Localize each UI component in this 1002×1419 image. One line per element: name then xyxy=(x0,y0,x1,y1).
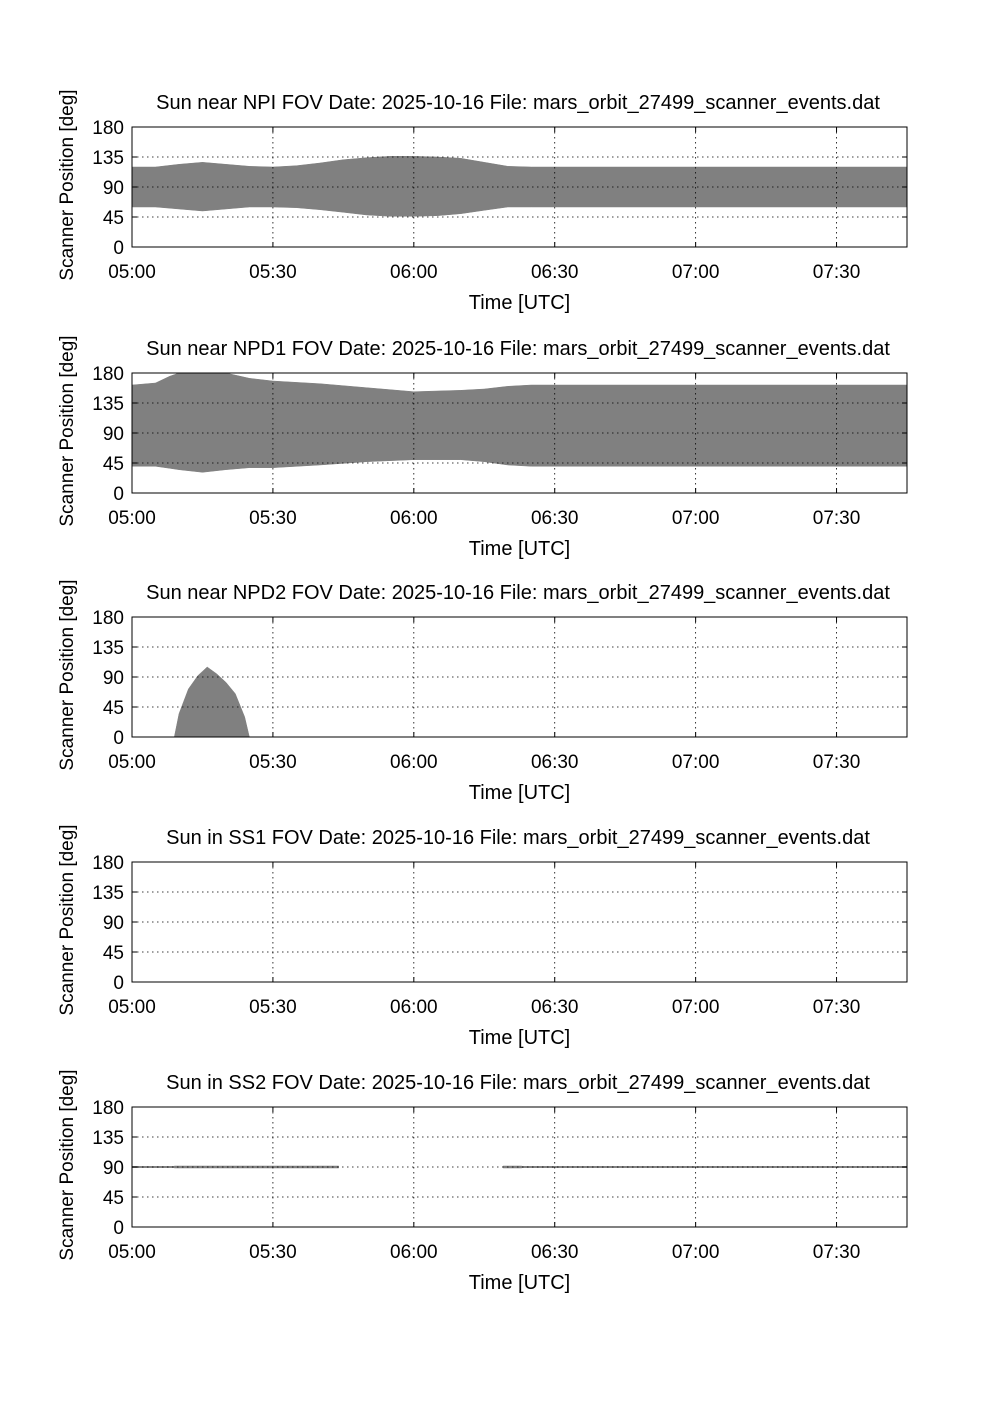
panel-3-ytick-label: 0 xyxy=(113,728,124,749)
panel-4-xtick-label: 06:00 xyxy=(390,997,438,1018)
panel-1-xtick-label: 07:30 xyxy=(813,262,861,283)
panel-1-xtick-label: 06:30 xyxy=(531,262,579,283)
panel-2-series-1-area xyxy=(131,372,908,473)
panel-4-title: Sun in SS1 FOV Date: 2025-10-16 File: ma… xyxy=(166,827,870,849)
panel-5-series-1-area xyxy=(131,1165,339,1169)
panel-1-xtick-label: 07:00 xyxy=(672,262,720,283)
panel-3-title: Sun near NPD2 FOV Date: 2025-10-16 File:… xyxy=(146,582,890,604)
panel-5-xtick-label: 06:30 xyxy=(531,1242,579,1263)
panel-1-xtick-label: 05:00 xyxy=(108,262,156,283)
panel-4-ytick-label: 180 xyxy=(92,853,124,874)
panel-2-ytick-label: 45 xyxy=(103,454,124,475)
panel-1-ytick-label: 0 xyxy=(113,238,124,259)
panel-1-ytick-label: 90 xyxy=(103,178,124,199)
panel-5-ytick-label: 180 xyxy=(92,1098,124,1119)
panel-3-y-axis-label: Scanner Position [deg] xyxy=(57,579,78,770)
panel-5-xtick-label: 07:30 xyxy=(813,1242,861,1263)
panel-4-y-axis-label: Scanner Position [deg] xyxy=(57,824,78,1015)
panel-2-ytick-label: 0 xyxy=(113,484,124,505)
panel-5-xtick-label: 05:30 xyxy=(249,1242,297,1263)
panel-3-xtick-label: 06:00 xyxy=(390,752,438,773)
panel-4-xtick-label: 06:30 xyxy=(531,997,579,1018)
panel-2-xtick-label: 05:30 xyxy=(249,508,297,529)
panel-4-ytick-label: 90 xyxy=(103,913,124,934)
panel-4-xtick-label: 05:30 xyxy=(249,997,297,1018)
panel-5-ytick-label: 90 xyxy=(103,1158,124,1179)
panel-2-ytick-label: 135 xyxy=(92,394,124,415)
panel-2-title: Sun near NPD1 FOV Date: 2025-10-16 File:… xyxy=(146,338,890,360)
panel-2-xtick-label: 07:30 xyxy=(813,508,861,529)
panel-3-xtick-label: 05:00 xyxy=(108,752,156,773)
panel-4-x-axis-label: Time [UTC] xyxy=(469,1027,570,1049)
panel-5-series-2-area xyxy=(502,1165,908,1169)
panel-4-xtick-label: 05:00 xyxy=(108,997,156,1018)
panel-1-series-1-area xyxy=(131,156,908,217)
panel-4-ytick-label: 45 xyxy=(103,943,124,964)
panel-2-ytick-label: 180 xyxy=(92,364,124,385)
panel-4-ytick-label: 0 xyxy=(113,973,124,994)
panel-3-xtick-label: 07:00 xyxy=(672,752,720,773)
panel-4-xtick-label: 07:30 xyxy=(813,997,861,1018)
panel-2-y-axis-label: Scanner Position [deg] xyxy=(57,335,78,526)
panel-3-x-axis-label: Time [UTC] xyxy=(469,782,570,804)
panel-5-title: Sun in SS2 FOV Date: 2025-10-16 File: ma… xyxy=(166,1072,870,1094)
panel-1-title: Sun near NPI FOV Date: 2025-10-16 File: … xyxy=(156,92,880,114)
panel-5-ytick-label: 45 xyxy=(103,1188,124,1209)
panel-5-ytick-label: 135 xyxy=(92,1128,124,1149)
panel-1-x-axis-label: Time [UTC] xyxy=(469,292,570,314)
panel-5-xtick-label: 06:00 xyxy=(390,1242,438,1263)
panel-1-xtick-label: 06:00 xyxy=(390,262,438,283)
panel-3-xtick-label: 06:30 xyxy=(531,752,579,773)
panel-3-ytick-label: 180 xyxy=(92,608,124,629)
panel-2-xtick-label: 05:00 xyxy=(108,508,156,529)
panel-1-ytick-label: 45 xyxy=(103,208,124,229)
panel-2-xtick-label: 07:00 xyxy=(672,508,720,529)
panel-1-xtick-label: 05:30 xyxy=(249,262,297,283)
panel-1-ytick-label: 135 xyxy=(92,148,124,169)
panel-2-xtick-label: 06:00 xyxy=(390,508,438,529)
panel-1-ytick-label: 180 xyxy=(92,118,124,139)
panel-2-ytick-label: 90 xyxy=(103,424,124,445)
panel-5-y-axis-label: Scanner Position [deg] xyxy=(57,1069,78,1260)
panel-5-x-axis-label: Time [UTC] xyxy=(469,1272,570,1294)
panel-1-y-axis-label: Scanner Position [deg] xyxy=(57,89,78,280)
panel-3-ytick-label: 90 xyxy=(103,668,124,689)
panel-3-series-1-area xyxy=(173,666,250,738)
panel-2-xtick-label: 06:30 xyxy=(531,508,579,529)
panel-4-xtick-label: 07:00 xyxy=(672,997,720,1018)
panel-3-xtick-label: 07:30 xyxy=(813,752,861,773)
panel-2-x-axis-label: Time [UTC] xyxy=(469,538,570,560)
panel-3-ytick-label: 45 xyxy=(103,698,124,719)
panel-5-ytick-label: 0 xyxy=(113,1218,124,1239)
panel-4-ytick-label: 135 xyxy=(92,883,124,904)
panel-5-xtick-label: 05:00 xyxy=(108,1242,156,1263)
panel-3-ytick-label: 135 xyxy=(92,638,124,659)
panel-5-xtick-label: 07:00 xyxy=(672,1242,720,1263)
panel-3-xtick-label: 05:30 xyxy=(249,752,297,773)
